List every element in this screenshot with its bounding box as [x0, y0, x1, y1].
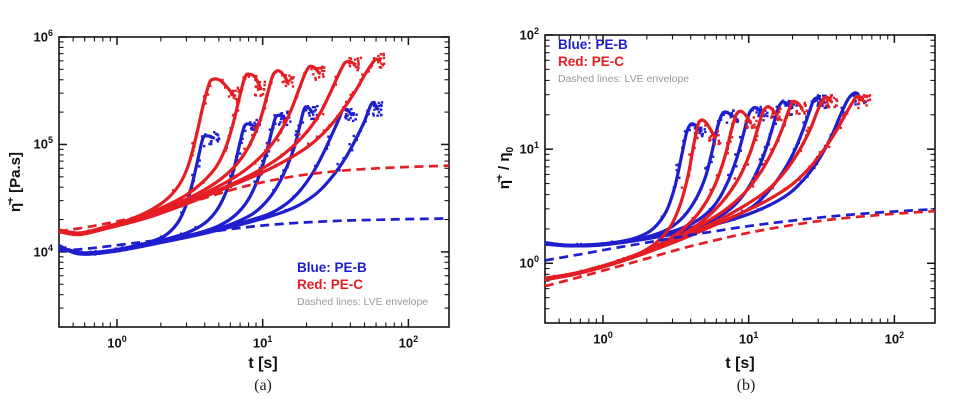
panel-a-legend: Blue: PE-B Red: PE-C Dashed lines: LVE e… [297, 260, 428, 308]
panel-b-caption: (b) [736, 377, 756, 394]
lve-envelope-curve [59, 217, 449, 253]
panel-a-x-tick-label: 100 [107, 334, 127, 351]
legend-blue-entry: Blue: PE-B [558, 37, 628, 52]
panel-b-x-tick-label: 100 [593, 330, 613, 347]
legend-red-entry: Red: PE-C [558, 53, 625, 69]
panel-b-x-tick-label: 101 [738, 330, 759, 347]
panel-b-y-tick-label: 101 [519, 140, 539, 157]
panel-a-curves [59, 52, 449, 256]
data-curve [545, 100, 793, 248]
panel-a-y-tick-label: 104 [33, 242, 53, 260]
lve-envelope-curve [545, 209, 935, 288]
panel-a-y-tick-label: 105 [33, 135, 53, 152]
panel-b-y-tick-label: 102 [519, 26, 539, 43]
panel-b [544, 34, 936, 324]
legend-red-entry: Red: PE-C [297, 276, 364, 292]
panel-a [58, 36, 450, 328]
panel-b-y-tick-label: 100 [519, 254, 539, 271]
panel-b-x-tick-label: 102 [884, 330, 905, 347]
panel-b-x-axis-label: t [s] [725, 355, 755, 372]
plot-frame [58, 36, 450, 328]
panel-a-x-tick-label: 102 [398, 334, 419, 351]
panel-b-curves [545, 91, 935, 288]
plot-frame [544, 34, 936, 324]
lve-envelope-curve [545, 207, 935, 262]
data-curve [59, 100, 379, 256]
panel-a-x-tick-label: 101 [252, 334, 273, 351]
panel-b-legend: Blue: PE-B Red: PE-C Dashed lines: LVE e… [558, 37, 689, 85]
panel-a-y-tick-label: 106 [33, 28, 53, 45]
data-curve [545, 105, 764, 248]
panel-a-x-axis-label: t [s] [248, 355, 278, 372]
lve-envelope-curve [59, 164, 449, 233]
data-curve [545, 122, 703, 248]
legend-dashed-note: Dashed lines: LVE envelope [297, 296, 429, 308]
panel-a-caption: (a) [254, 377, 272, 394]
legend-blue-entry: Blue: PE-B [297, 260, 367, 275]
legend-dashed-note: Dashed lines: LVE envelope [558, 73, 690, 85]
data-curve [59, 57, 381, 237]
data-curve [59, 77, 235, 235]
data-curve [545, 118, 717, 280]
